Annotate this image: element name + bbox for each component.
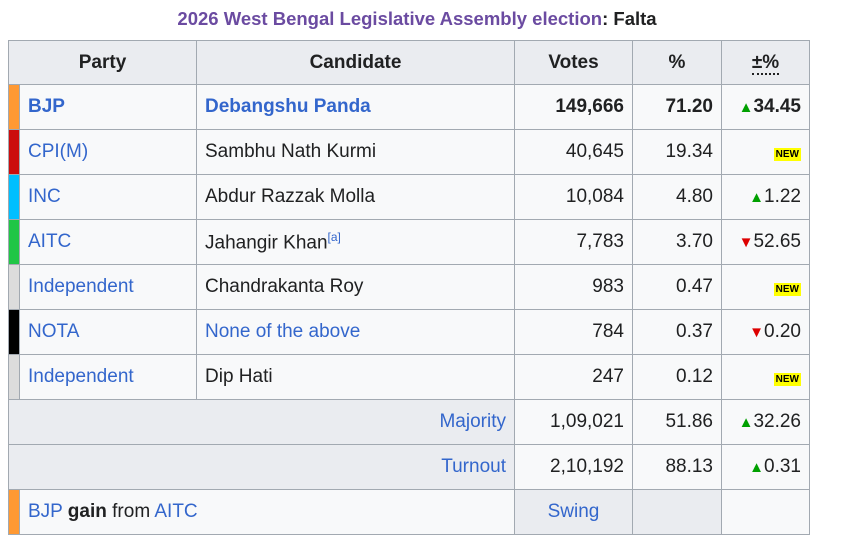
- majority-change: ▲32.26: [721, 399, 810, 445]
- turnout-percent: 88.13: [632, 444, 722, 490]
- party-color-swatch: [8, 264, 20, 310]
- table-row: BJP Debangshu Panda 149,666 71.20 ▲34.45: [8, 84, 810, 130]
- percent-cell: 3.70: [632, 219, 722, 265]
- footnote-link[interactable]: [a]: [327, 229, 341, 244]
- election-link[interactable]: 2026 West Bengal Legislative Assembly el…: [177, 8, 603, 29]
- empty-cell: [632, 489, 722, 535]
- percent-cell: 0.37: [632, 309, 722, 355]
- votes-cell: 149,666: [514, 84, 633, 130]
- table-row: INC Abdur Razzak Molla 10,084 4.80 ▲1.22: [8, 174, 810, 220]
- change-cell: NEW: [721, 129, 810, 175]
- empty-cell: [721, 489, 810, 535]
- votes-cell: 784: [514, 309, 633, 355]
- party-color-swatch: [8, 489, 20, 535]
- turnout-votes: 2,10,192: [514, 444, 633, 490]
- table-row: NOTA None of the above 784 0.37 ▼0.20: [8, 309, 810, 355]
- decrease-arrow-icon: ▼: [738, 234, 754, 251]
- candidate-name: Dip Hati: [205, 366, 273, 387]
- party-link[interactable]: Independent: [28, 366, 134, 387]
- votes-cell: 7,783: [514, 219, 633, 265]
- change-cell: NEW: [721, 354, 810, 400]
- party-color-swatch: [8, 84, 20, 130]
- votes-cell: 983: [514, 264, 633, 310]
- votes-cell: 40,645: [514, 129, 633, 175]
- election-results-table: Party Candidate Votes % ±% BJP Debangshu…: [8, 40, 810, 535]
- winner-party-link[interactable]: BJP: [28, 501, 63, 522]
- change-cell: NEW: [721, 264, 810, 310]
- increase-arrow-icon: ▲: [749, 189, 765, 206]
- percent-cell: 0.12: [632, 354, 722, 400]
- swing-link[interactable]: Swing: [547, 501, 600, 522]
- candidate-link[interactable]: None of the above: [205, 321, 361, 342]
- party-color-swatch: [8, 174, 20, 220]
- header-candidate: Candidate: [196, 40, 515, 85]
- table-row: Independent Chandrakanta Roy 983 0.47 NE…: [8, 264, 810, 310]
- header-percent: %: [632, 40, 722, 85]
- majority-link[interactable]: Majority: [439, 411, 506, 432]
- majority-votes: 1,09,021: [514, 399, 633, 445]
- party-color-swatch: [8, 354, 20, 400]
- party-link[interactable]: Independent: [28, 276, 134, 297]
- change-cell: ▼0.20: [721, 309, 810, 355]
- table-caption: 2026 West Bengal Legislative Assembly el…: [177, 8, 657, 29]
- party-color-swatch: [8, 219, 20, 265]
- turnout-link[interactable]: Turnout: [441, 456, 506, 477]
- table-row: CPI(M) Sambhu Nath Kurmi 40,645 19.34 NE…: [8, 129, 810, 175]
- change-cell: ▲1.22: [721, 174, 810, 220]
- increase-arrow-icon: ▲: [738, 99, 754, 116]
- loser-party-link[interactable]: AITC: [154, 501, 198, 522]
- change-abbr[interactable]: ±%: [751, 51, 780, 75]
- percent-cell: 4.80: [632, 174, 722, 220]
- candidate-name: Jahangir Khan: [205, 232, 328, 254]
- decrease-arrow-icon: ▼: [749, 324, 765, 341]
- header-votes: Votes: [514, 40, 633, 85]
- change-cell: ▲34.45: [721, 84, 810, 130]
- new-badge: NEW: [773, 148, 801, 161]
- table-row: AITC Jahangir Khan[a] 7,783 3.70 ▼52.65: [8, 219, 810, 265]
- increase-arrow-icon: ▲: [749, 459, 765, 476]
- table-row: Independent Dip Hati 247 0.12 NEW: [8, 354, 810, 400]
- majority-percent: 51.86: [632, 399, 722, 445]
- new-badge: NEW: [773, 283, 801, 296]
- party-link[interactable]: NOTA: [28, 321, 80, 342]
- header-change[interactable]: ±%: [721, 40, 810, 85]
- result-row: BJP gain from AITC Swing: [8, 489, 810, 535]
- party-link[interactable]: BJP: [28, 96, 65, 117]
- party-link[interactable]: CPI(M): [28, 141, 89, 162]
- party-link[interactable]: AITC: [28, 231, 72, 252]
- turnout-change: ▲0.31: [721, 444, 810, 490]
- candidate-name: Sambhu Nath Kurmi: [205, 141, 377, 162]
- result-text: BJP gain from AITC: [19, 489, 515, 535]
- constituency-name: Falta: [613, 8, 657, 29]
- candidate-name: Chandrakanta Roy: [205, 276, 364, 297]
- header-party: Party: [8, 40, 197, 85]
- candidate-name: Abdur Razzak Molla: [205, 186, 376, 207]
- percent-cell: 19.34: [632, 129, 722, 175]
- candidate-link[interactable]: Debangshu Panda: [205, 96, 371, 117]
- change-cell: ▼52.65: [721, 219, 810, 265]
- votes-cell: 10,084: [514, 174, 633, 220]
- party-color-swatch: [8, 309, 20, 355]
- party-link[interactable]: INC: [28, 186, 61, 207]
- majority-row: Majority 1,09,021 51.86 ▲32.26: [8, 399, 810, 445]
- votes-cell: 247: [514, 354, 633, 400]
- percent-cell: 71.20: [632, 84, 722, 130]
- increase-arrow-icon: ▲: [738, 414, 754, 431]
- party-color-swatch: [8, 129, 20, 175]
- turnout-row: Turnout 2,10,192 88.13 ▲0.31: [8, 444, 810, 490]
- new-badge: NEW: [773, 373, 801, 386]
- percent-cell: 0.47: [632, 264, 722, 310]
